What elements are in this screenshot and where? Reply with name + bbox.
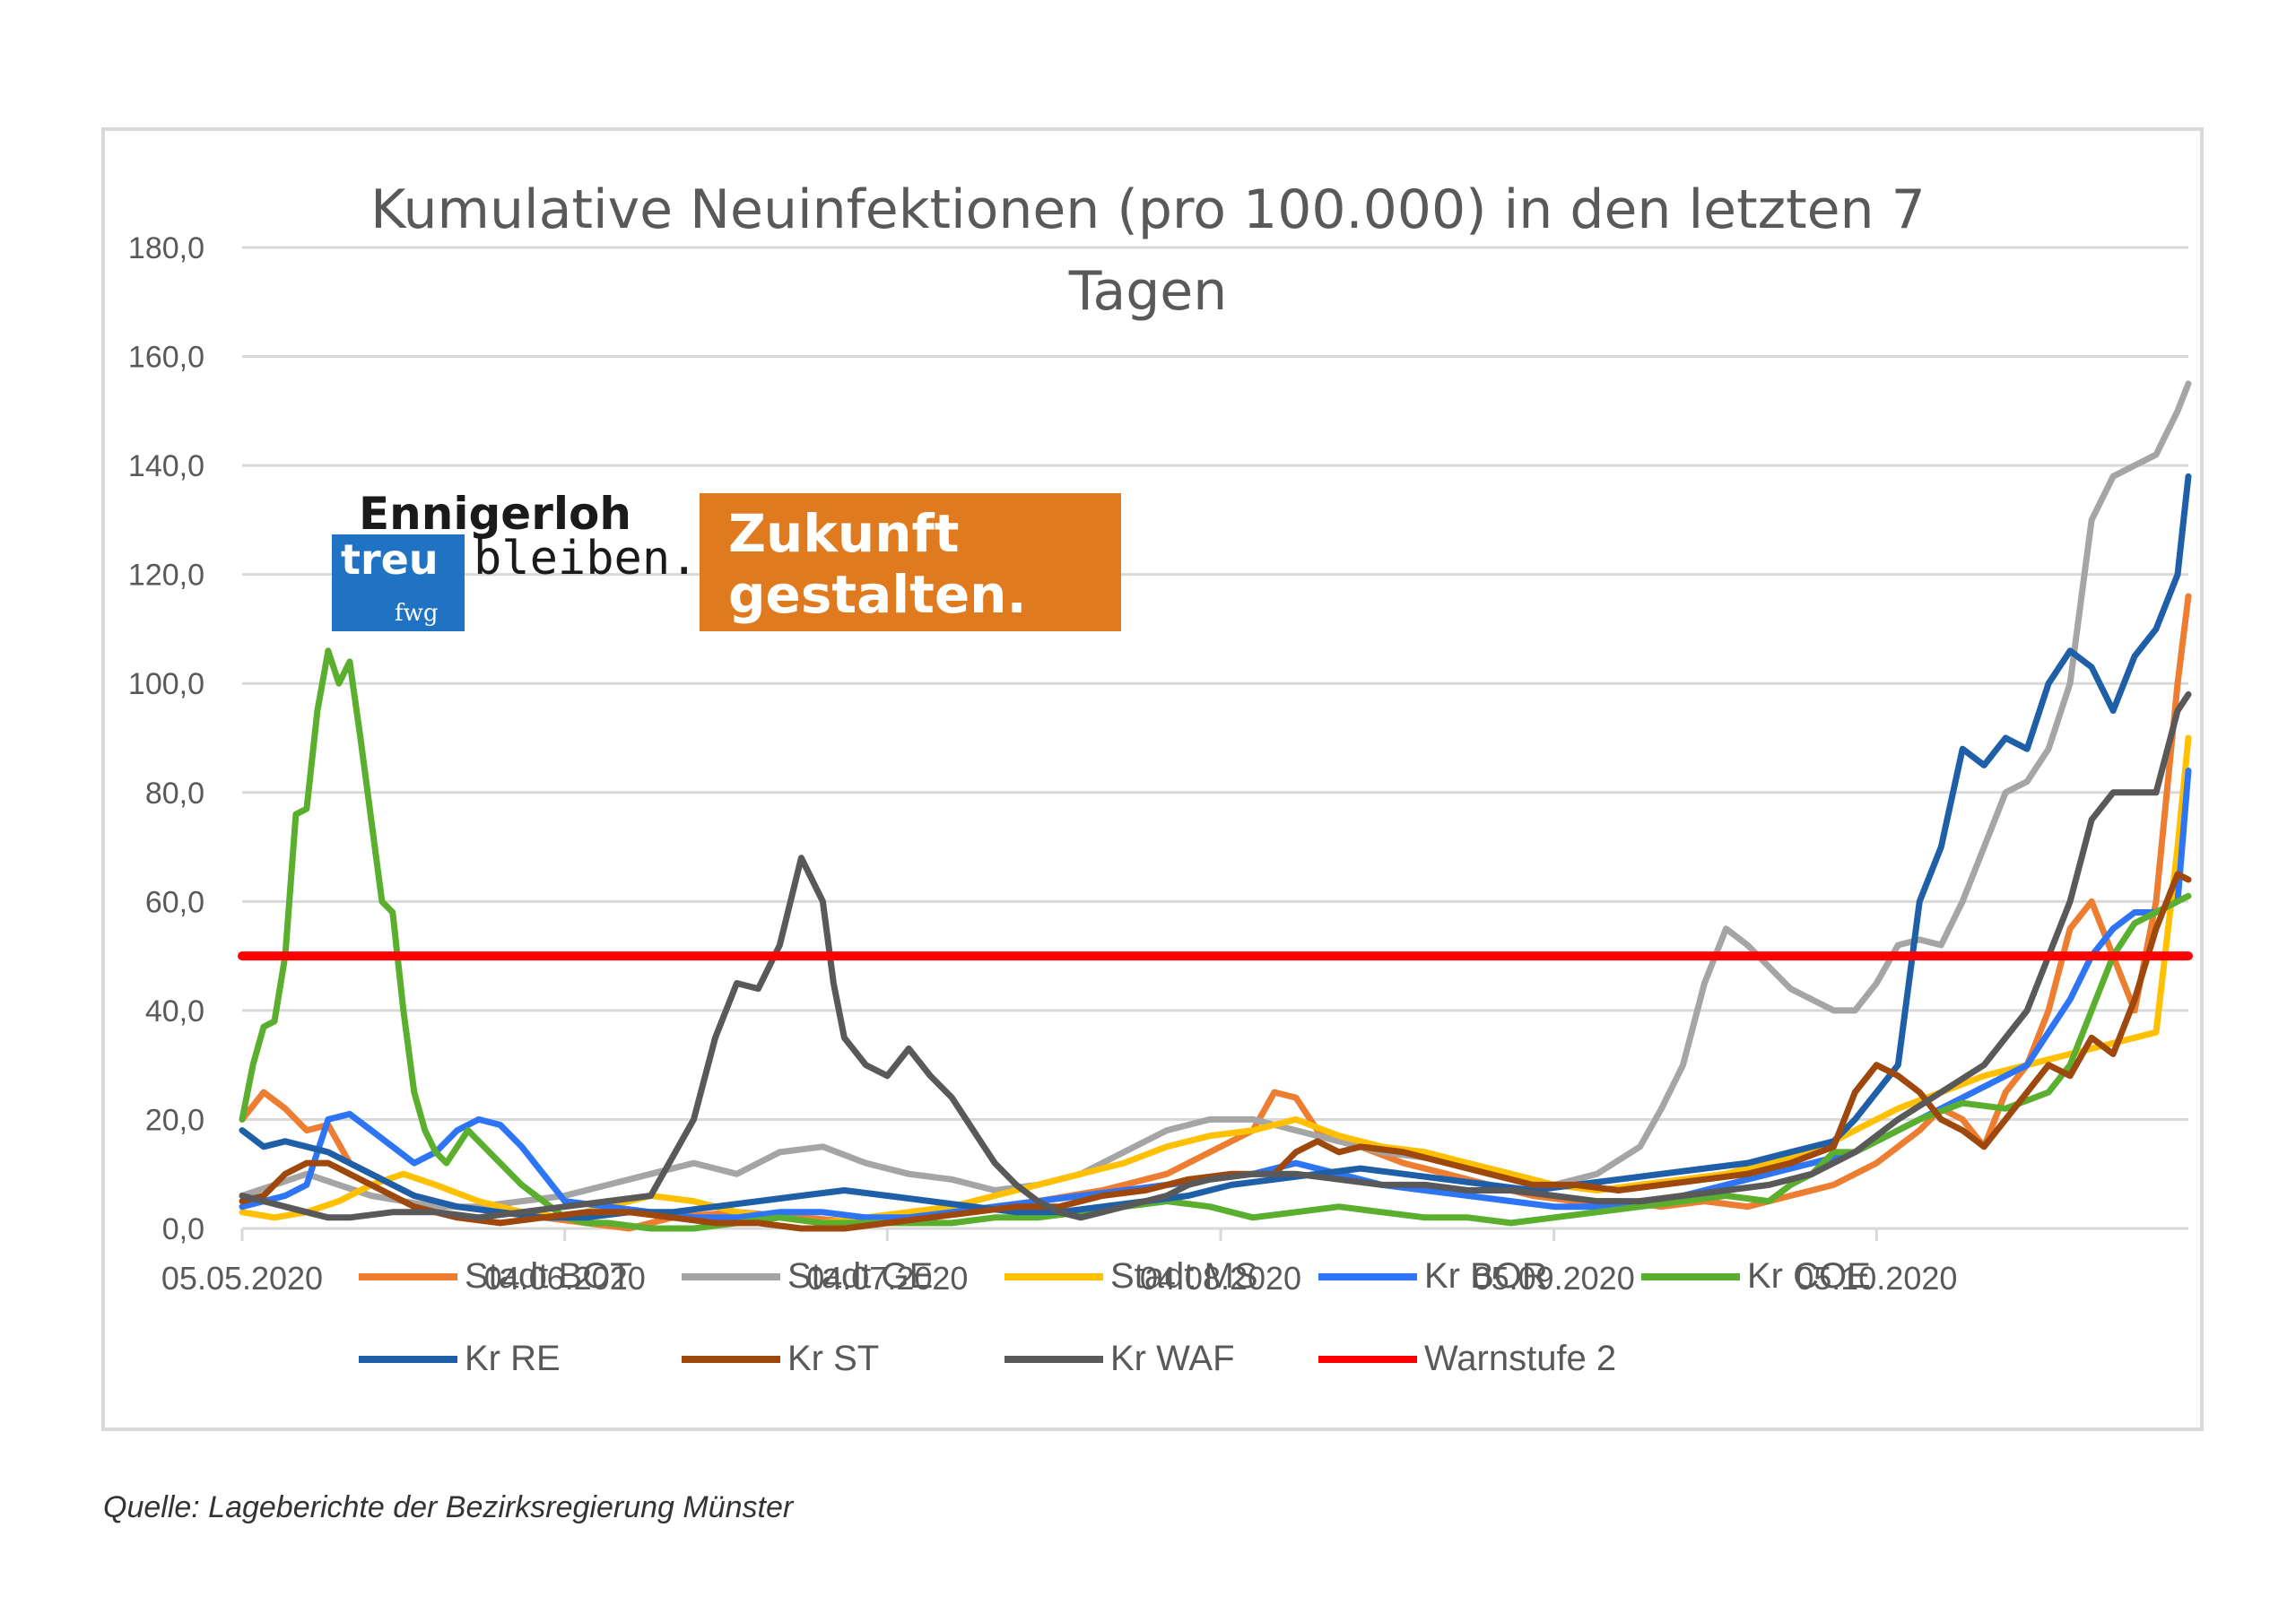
y-tick-label: 140,0 xyxy=(128,449,204,483)
y-tick-label: 60,0 xyxy=(145,885,204,919)
x-tick-label: 05.05.2020 xyxy=(161,1260,323,1297)
series-layer xyxy=(238,380,2193,1232)
legend: Stadt BOT Stadt GE Stadt MS Kr BOR Kr COE Kr … xyxy=(359,1256,1871,1378)
legend-label-kr-coe: Kr COE xyxy=(1747,1256,1871,1296)
series-line-kr-waf xyxy=(239,690,2192,1221)
x-tick-label: 04.07.2020 xyxy=(806,1260,968,1297)
legend-label-stadt-ms: Stadt MS xyxy=(1110,1256,1258,1296)
logo-fwg: fwg xyxy=(395,600,439,627)
gridlines xyxy=(242,246,2188,1230)
logo-zukunft: Zukunft xyxy=(728,503,959,564)
y-tick-label: 100,0 xyxy=(128,667,204,701)
legend-label-warnstufe: Warnstufe 2 xyxy=(1424,1339,1616,1378)
logo-bleiben: bleiben. xyxy=(474,532,698,586)
y-axis: 0,0 20,0 40,0 60,0 80,0 100,0 120,0 140,0 160,0 1… xyxy=(128,231,204,1246)
y-tick-label: 160,0 xyxy=(128,341,204,375)
chart-title-line-2: Tagen xyxy=(1068,260,1228,323)
legend-label-stadt-bot: Stadt BOT xyxy=(465,1256,632,1296)
y-tick-label: 120,0 xyxy=(128,559,204,593)
fwg-logo: Ennigerloh treu bleiben. fwg xyxy=(332,488,698,631)
source-note: Quelle: Lageberichte der Bezirksregierun… xyxy=(103,1490,795,1524)
logo-gestalten: gestalten. xyxy=(728,564,1027,625)
x-axis: 05.05.2020 04.06.2020 04.07.2020 04.08.2020… xyxy=(161,1227,2188,1297)
x-tick-label: 04.08.2020 xyxy=(1140,1260,1301,1297)
zukunft-logo: Zukunft gestalten. xyxy=(700,493,1121,631)
legend-label-kr-re: Kr RE xyxy=(465,1339,561,1378)
x-tick-label: 05.10.2020 xyxy=(1796,1260,1957,1297)
y-tick-label: 0,0 xyxy=(162,1212,204,1246)
y-tick-label: 20,0 xyxy=(145,1103,204,1137)
legend-label-stadt-ge: Stadt GE xyxy=(787,1256,933,1296)
y-tick-label: 80,0 xyxy=(145,777,204,811)
logo-ennigerloh: Ennigerloh xyxy=(359,488,631,540)
x-tick-label: 05.09.2020 xyxy=(1474,1260,1635,1297)
zukunft-logo-box xyxy=(700,493,1121,631)
legend-label-kr-st: Kr ST xyxy=(787,1339,879,1378)
x-tick-label: 04.06.2020 xyxy=(484,1260,646,1297)
legend-label-kr-waf: Kr WAF xyxy=(1110,1339,1235,1378)
y-tick-label: 40,0 xyxy=(145,994,204,1028)
chart-title-line-1: Kumulative Neuinfektionen (pro 100.000) … xyxy=(370,178,1926,241)
fwg-logo-blue-box xyxy=(332,534,465,631)
chart-border xyxy=(101,127,2204,1431)
y-tick-label: 180,0 xyxy=(128,231,204,265)
legend-label-kr-bor: Kr BOR xyxy=(1424,1256,1548,1296)
logo-treu: treu xyxy=(341,535,439,584)
